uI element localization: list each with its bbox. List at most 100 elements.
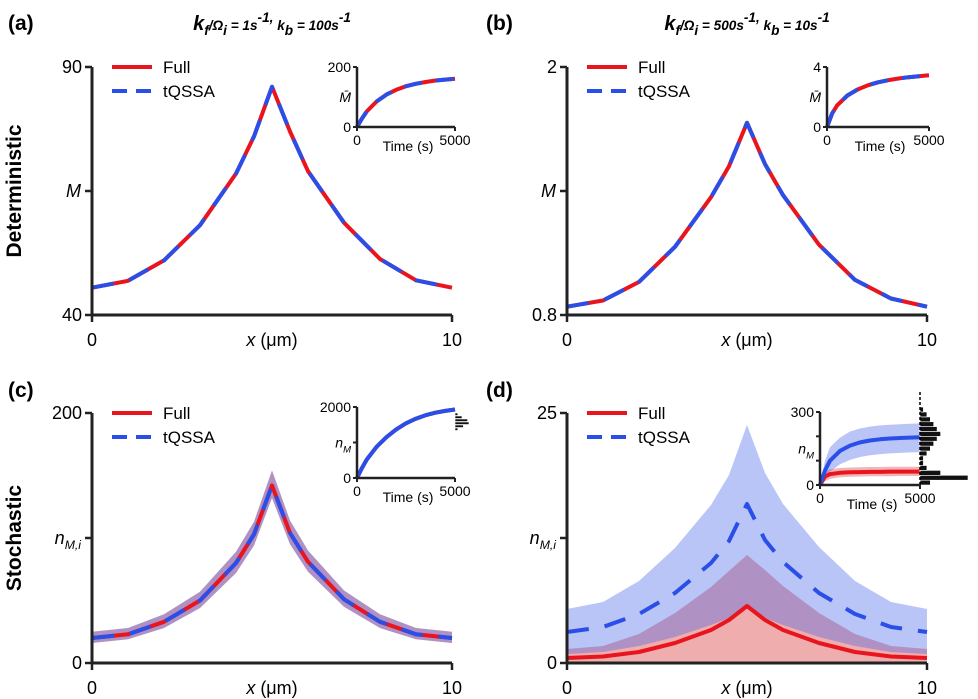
inset-x-tick-label: 5000: [439, 483, 470, 499]
inset-line-full: [818, 469, 920, 487]
histogram-bar: [919, 431, 941, 437]
inset: 0 5000 0 300 nM Time (s): [791, 392, 969, 512]
inset-x-tick-label: 5000: [904, 490, 935, 506]
panel-label: (a): [8, 12, 34, 35]
y-tick-label: 0.8: [532, 305, 557, 325]
inset-x-tick-label: 0: [816, 490, 824, 506]
legend-label-tqssa: tQSSA: [638, 82, 691, 101]
x-axis-label: x (μm): [245, 330, 297, 350]
x-tick-label: 0: [87, 678, 97, 698]
inset-y-tick-label: 200: [328, 59, 352, 75]
inset-x-axis-label: Time (s): [383, 489, 434, 505]
x-axis-label: x (μm): [720, 678, 772, 698]
inset-y-tick-label: 0: [813, 119, 821, 135]
histogram-bar: [919, 416, 931, 423]
inset-y-tick-label: 2000: [320, 399, 351, 415]
band-full: [567, 555, 927, 663]
panel-label: (c): [8, 379, 34, 402]
panel-d: (d) 0 10 0 25 nM,i x (μm) Full tQSSA 0 5000 0 300 nM T…: [486, 379, 969, 698]
inset-y-tick-label: 0: [343, 470, 351, 486]
band-tqssa: [567, 425, 927, 654]
series-line-tqssa: [566, 120, 928, 309]
histogram-bar: [919, 474, 969, 481]
panel-title: kf/Ωi = 1s-1, kb = 100s-1: [193, 10, 351, 38]
histogram-bar: [454, 427, 459, 431]
histogram-bar: [454, 418, 468, 422]
inset-x-axis-label: Time (s): [855, 138, 906, 154]
inset-y-tick-label: 4: [813, 59, 821, 75]
y-axis-label: M: [66, 181, 81, 201]
series-line-full: [91, 483, 453, 640]
inset-x-tick-label: 0: [353, 483, 361, 499]
inset-line-tqssa: [825, 73, 930, 128]
legend-label-full: Full: [638, 404, 665, 423]
y-tick-label: 200: [52, 403, 82, 423]
histogram-bar: [919, 445, 931, 452]
x-axis-label: x (μm): [245, 678, 297, 698]
histogram-bar: [919, 426, 938, 432]
legend-label-full: Full: [638, 58, 665, 77]
y-tick-label: 0: [547, 653, 557, 673]
histogram-bar: [919, 470, 941, 476]
histogram-bar: [919, 465, 928, 471]
panel-a: (a) kf/Ωi = 1s-1, kb = 100s-1 Deterministi…: [3, 10, 471, 350]
y-tick-label: 90: [62, 57, 82, 77]
x-tick-label: 10: [917, 678, 937, 698]
row-label: Stochastic: [3, 485, 26, 592]
histogram-bar: [919, 450, 928, 457]
legend-label-tqssa: tQSSA: [163, 82, 216, 101]
inset-x-tick-label: 5000: [439, 132, 470, 148]
histogram-bar: [919, 440, 934, 447]
inset-x-tick-label: 0: [823, 132, 831, 148]
inset-x-axis-label: Time (s): [383, 138, 434, 154]
inset-y-tick-label: 300: [791, 404, 815, 420]
y-tick-label: 25: [537, 403, 557, 423]
y-tick-label: 0: [72, 653, 82, 673]
legend-label-tqssa: tQSSA: [638, 428, 691, 447]
x-tick-label: 0: [87, 330, 97, 350]
panel-b: (b) kf/Ωi = 500s-1, kb = 10s-1 0 10 0.8 2 Mx (…: [486, 10, 945, 350]
x-tick-label: 10: [442, 330, 462, 350]
histogram-bar: [454, 412, 459, 416]
inset-line-tqssa: [355, 76, 456, 129]
inset: 0 5000 0 200 M̄ Time (s): [328, 59, 471, 154]
histogram-bar: [919, 421, 934, 427]
panel-label: (b): [486, 12, 513, 35]
inset-y-tick-label: 0: [343, 119, 351, 135]
x-tick-label: 10: [917, 330, 937, 350]
x-tick-label: 10: [442, 678, 462, 698]
y-tick-label: 40: [62, 305, 82, 325]
legend-label-full: Full: [163, 404, 190, 423]
legend-label-full: Full: [163, 58, 190, 77]
histogram-bar: [919, 479, 931, 486]
series-line-full: [566, 604, 928, 660]
inset-line-full: [355, 407, 456, 479]
y-tick-label: 2: [547, 57, 557, 77]
inset-line-tqssa: [818, 435, 921, 486]
inset: 0 5000 0 2000 nM Time (s): [320, 399, 471, 505]
inset-y-tick-label: 0: [806, 477, 814, 493]
histogram-bar: [454, 421, 470, 425]
x-tick-label: 0: [562, 678, 572, 698]
series-line-tqssa: [91, 84, 453, 290]
x-tick-label: 0: [562, 330, 572, 350]
inset-x-tick-label: 5000: [913, 132, 944, 148]
inset-x-axis-label: Time (s): [847, 496, 898, 512]
histogram-bar: [919, 411, 928, 418]
y-axis-label: nM,i: [530, 528, 557, 552]
series-line-tqssa: [566, 502, 928, 634]
panel-label: (d): [486, 379, 513, 402]
histogram-bar: [454, 415, 463, 419]
histogram-bar: [919, 435, 938, 442]
inset-y-axis-label: nM: [798, 441, 814, 462]
inset: 0 5000 0 4 M̄ Time (s): [809, 59, 944, 154]
row-label: Deterministic: [3, 124, 26, 257]
y-axis-label: M: [541, 181, 556, 201]
series-line-tqssa: [91, 483, 453, 640]
series-line-full: [91, 84, 453, 290]
inset-x-tick-label: 0: [353, 132, 361, 148]
inset-y-axis-label: M̄: [339, 89, 351, 105]
inset-band-full: [820, 466, 920, 485]
